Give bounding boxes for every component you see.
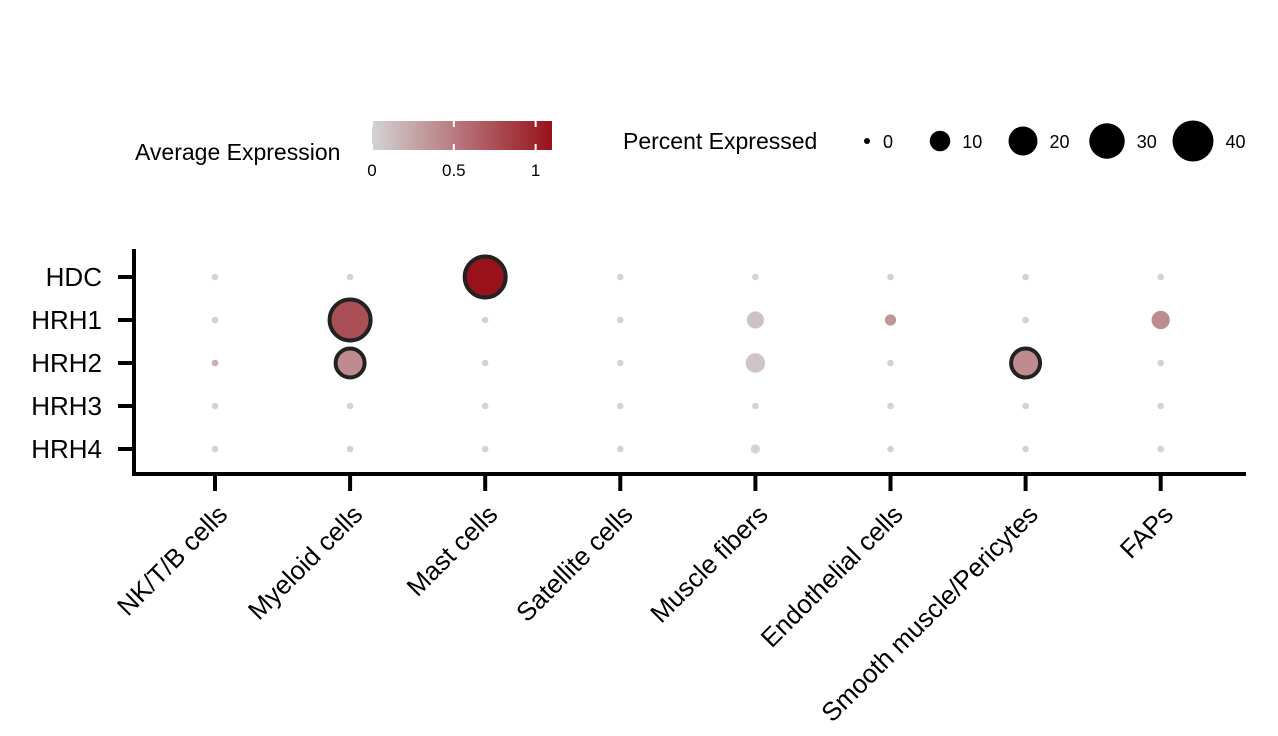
x-tick-label: NK/T/B cells bbox=[111, 499, 233, 621]
color-legend-tick-label: 0 bbox=[367, 161, 376, 180]
color-legend-title: Average Expression bbox=[135, 139, 340, 165]
size-legend-dot bbox=[929, 130, 951, 152]
dot-hrh1-myeloid-cells bbox=[327, 297, 373, 343]
y-tick-label: HRH2 bbox=[31, 348, 102, 378]
x-tick-label: Smooth muscle/Pericytes bbox=[815, 499, 1044, 728]
dot-hrh2-muscle-fibers bbox=[745, 353, 766, 373]
dot-hrh2-smooth-muscle-pericytes bbox=[1009, 346, 1043, 380]
dot-hrh2-nk-t-b-cells bbox=[211, 359, 219, 367]
size-legend-label: 30 bbox=[1137, 132, 1157, 152]
size-legend-dot bbox=[864, 138, 870, 144]
dot-hrh4-satellite-cells bbox=[617, 445, 624, 453]
y-tick-label: HRH3 bbox=[31, 391, 102, 421]
dot-hdc-mast-cells bbox=[462, 254, 508, 300]
dot-hrh1-faps bbox=[1151, 310, 1170, 330]
dot-hrh1-smooth-muscle-pericytes bbox=[1022, 316, 1029, 324]
dot-hrh4-mast-cells bbox=[481, 445, 489, 453]
color-legend-bar bbox=[372, 121, 552, 150]
x-axis-ticks: NK/T/B cells Myeloid cells Mast cells Satel… bbox=[111, 474, 1179, 728]
color-legend-tick-label: 1 bbox=[531, 161, 540, 180]
dot-hrh2-myeloid-cells bbox=[333, 346, 367, 380]
dot-hrh4-smooth-muscle-pericytes bbox=[1022, 445, 1029, 453]
x-tick-label: Satellite cells bbox=[510, 499, 639, 628]
dot-hrh3-satellite-cells bbox=[617, 402, 624, 410]
dot-hrh1-endothelial-cells bbox=[884, 314, 897, 326]
y-tick-label: HDC bbox=[46, 262, 102, 292]
dot-hdc-nk-t-b-cells bbox=[211, 273, 219, 281]
y-axis-ticks: HDC HRH1 HRH2 HRH3 HRH4 bbox=[31, 262, 134, 464]
dot-hdc-faps bbox=[1157, 273, 1164, 281]
color-legend: Average Expression 0 0.5 1 bbox=[135, 121, 552, 180]
size-legend: Percent Expressed 0 10 20 30 40 bbox=[623, 120, 1246, 162]
dot-hrh3-myeloid-cells bbox=[346, 402, 354, 410]
size-legend-dot bbox=[1172, 120, 1214, 162]
dot-hrh1-muscle-fibers bbox=[746, 311, 764, 329]
dot-hrh4-nk-t-b-cells bbox=[211, 445, 219, 453]
x-tick-label: FAPs bbox=[1114, 499, 1179, 564]
dot-hrh1-mast-cells bbox=[481, 316, 489, 324]
dot-hrh2-satellite-cells bbox=[617, 359, 624, 367]
x-tick-label: Mast cells bbox=[401, 499, 504, 602]
dot-hdc-muscle-fibers bbox=[752, 273, 759, 281]
dot-hrh4-faps bbox=[1157, 445, 1164, 453]
dot-hdc-smooth-muscle-pericytes bbox=[1022, 273, 1029, 281]
dot-hrh1-nk-t-b-cells bbox=[211, 316, 219, 324]
size-legend-label: 0 bbox=[883, 132, 893, 152]
dot-hrh4-muscle-fibers bbox=[750, 444, 760, 454]
dot-hrh3-faps bbox=[1157, 402, 1164, 410]
dot-hrh4-endothelial-cells bbox=[887, 445, 894, 453]
dot-hdc-myeloid-cells bbox=[346, 273, 354, 281]
dot-hrh1-satellite-cells bbox=[617, 316, 624, 324]
size-legend-title: Percent Expressed bbox=[623, 128, 817, 154]
dots-layer bbox=[211, 254, 1170, 454]
x-tick-label: Endothelial cells bbox=[755, 499, 909, 653]
dot-hrh2-endothelial-cells bbox=[887, 359, 894, 367]
x-tick-label: Myeloid cells bbox=[242, 499, 368, 625]
dot-hrh2-faps bbox=[1157, 359, 1164, 367]
size-legend-label: 40 bbox=[1226, 132, 1246, 152]
dot-hdc-endothelial-cells bbox=[887, 273, 894, 281]
dot-hdc-satellite-cells bbox=[617, 273, 624, 281]
axes bbox=[132, 249, 1246, 476]
dot-hrh3-nk-t-b-cells bbox=[211, 402, 219, 410]
y-tick-label: HRH4 bbox=[31, 434, 102, 464]
dot-hrh2-mast-cells bbox=[481, 359, 489, 367]
y-tick-label: HRH1 bbox=[31, 305, 102, 335]
dot-hrh3-endothelial-cells bbox=[887, 402, 894, 410]
dot-hrh3-muscle-fibers bbox=[752, 402, 759, 410]
size-legend-items: 0 10 20 30 40 bbox=[864, 120, 1246, 162]
color-legend-ticks: 0 0.5 1 bbox=[367, 121, 540, 180]
size-legend-dot bbox=[1089, 123, 1125, 159]
size-legend-label: 10 bbox=[962, 132, 982, 152]
dot-hrh4-myeloid-cells bbox=[346, 445, 354, 453]
size-legend-dot bbox=[1008, 126, 1038, 156]
color-legend-tick-label: 0.5 bbox=[442, 161, 466, 180]
size-legend-label: 20 bbox=[1049, 132, 1069, 152]
x-tick-label: Muscle fibers bbox=[644, 499, 774, 629]
dot-hrh3-smooth-muscle-pericytes bbox=[1022, 402, 1029, 410]
dot-hrh3-mast-cells bbox=[481, 402, 489, 410]
